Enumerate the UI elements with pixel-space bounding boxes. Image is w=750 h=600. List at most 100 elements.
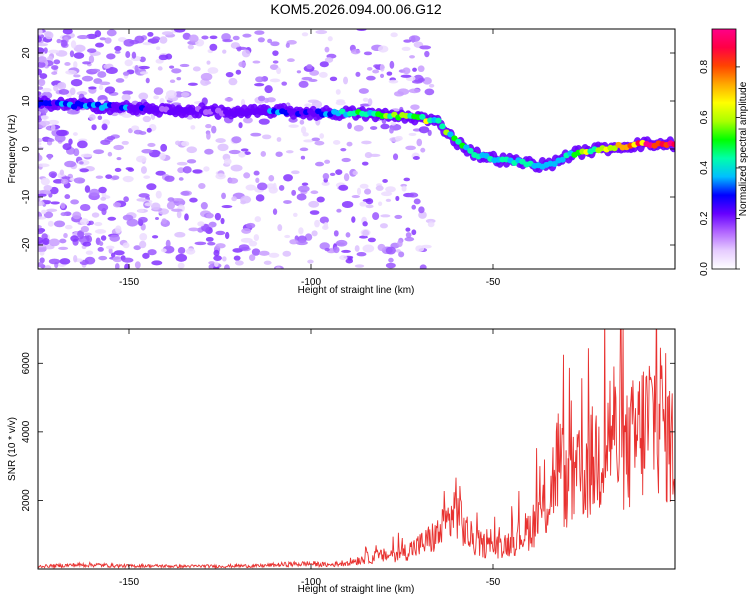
noise-blob: [303, 139, 314, 143]
noise-blob: [104, 37, 112, 44]
noise-blob: [244, 151, 251, 155]
noise-blob: [51, 65, 59, 70]
noise-blob: [338, 184, 349, 191]
y-tick-label: 0: [21, 146, 32, 152]
noise-blob: [175, 253, 188, 262]
noise-blob: [114, 45, 122, 52]
ridge-core: [439, 123, 446, 130]
noise-blob: [373, 64, 380, 68]
noise-blob: [107, 151, 113, 157]
noise-blob: [250, 132, 262, 137]
noise-blob: [48, 171, 58, 178]
noise-blob: [68, 138, 73, 146]
colorbar: 0.0 0.2 0.4 0.6 0.8 Normalized spectral ampl…: [699, 28, 749, 276]
noise-blob: [87, 48, 97, 53]
noise-blob: [354, 245, 360, 252]
noise-blob: [292, 212, 298, 217]
noise-blob: [405, 227, 411, 232]
noise-blob: [43, 211, 54, 219]
noise-blob: [38, 29, 43, 36]
noise-blob: [215, 173, 226, 180]
noise-blob: [180, 92, 190, 97]
noise-blob: [272, 208, 278, 215]
noise-blob: [324, 57, 334, 63]
noise-blob: [248, 240, 258, 247]
noise-blob: [418, 206, 425, 214]
noise-blob: [361, 140, 372, 145]
noise-blob: [79, 161, 84, 165]
ridge-core: [419, 113, 426, 120]
noise-blob: [122, 90, 134, 95]
noise-blob: [359, 103, 371, 107]
noise-blob: [214, 261, 219, 268]
noise-blob: [86, 33, 98, 39]
noise-blob: [385, 246, 397, 255]
noise-blob: [269, 64, 279, 70]
noise-blob: [186, 159, 197, 164]
noise-blob: [315, 29, 328, 35]
noise-blob: [223, 158, 232, 165]
noise-blob: [200, 201, 208, 210]
noise-blob: [248, 254, 256, 261]
ridge-core: [671, 141, 675, 148]
noise-blob: [59, 238, 67, 244]
noise-blob: [224, 231, 230, 240]
noise-blob: [300, 155, 306, 160]
noise-blob: [395, 249, 401, 253]
noise-blob: [353, 124, 364, 132]
noise-blob: [59, 258, 71, 265]
noise-blob: [243, 172, 251, 179]
noise-blob: [269, 78, 281, 83]
noise-blob: [43, 184, 53, 191]
noise-blob: [176, 161, 188, 166]
noise-blob: [95, 175, 104, 179]
noise-blob: [40, 115, 49, 120]
noise-blob: [153, 95, 160, 100]
noise-blob: [382, 179, 388, 183]
noise-blob: [408, 132, 417, 137]
noise-blob: [240, 200, 247, 205]
noise-blob: [424, 50, 430, 58]
noise-blob: [405, 145, 416, 151]
noise-blob: [209, 35, 218, 40]
noise-blob: [213, 249, 220, 257]
noise-blob: [188, 34, 199, 43]
noise-blob: [51, 71, 58, 75]
noise-blob: [228, 177, 239, 184]
noise-blob: [142, 42, 152, 46]
x-tick-label: -100: [301, 277, 321, 288]
noise-blob: [411, 79, 423, 84]
noise-blob: [41, 87, 52, 93]
noise-blob: [397, 88, 410, 95]
noise-blob: [77, 140, 88, 149]
noise-blob: [69, 50, 75, 58]
noise-blob: [345, 232, 351, 238]
noise-blob: [267, 38, 273, 44]
noise-blob: [122, 71, 130, 76]
noise-blob: [403, 177, 411, 182]
noise-blob: [100, 139, 111, 145]
noise-blob: [235, 46, 248, 51]
noise-blob: [121, 257, 134, 263]
noise-blob: [276, 67, 282, 75]
noise-blob: [145, 77, 150, 84]
noise-blob: [242, 33, 252, 38]
noise-blob: [346, 141, 353, 147]
noise-blob: [133, 245, 141, 251]
noise-blob: [94, 222, 103, 227]
noise-blob: [155, 216, 160, 221]
noise-blob: [401, 185, 407, 192]
noise-blob: [126, 218, 139, 227]
noise-blob: [114, 50, 121, 54]
noise-blob: [243, 117, 253, 124]
noise-blob: [419, 45, 432, 50]
noise-blob: [159, 152, 166, 160]
noise-blob: [221, 33, 231, 41]
noise-blob: [335, 89, 341, 95]
noise-blob: [40, 177, 50, 186]
noise-blob: [389, 127, 394, 134]
noise-blob: [277, 224, 283, 232]
noise-blob: [214, 212, 222, 221]
noise-blob: [285, 42, 290, 48]
